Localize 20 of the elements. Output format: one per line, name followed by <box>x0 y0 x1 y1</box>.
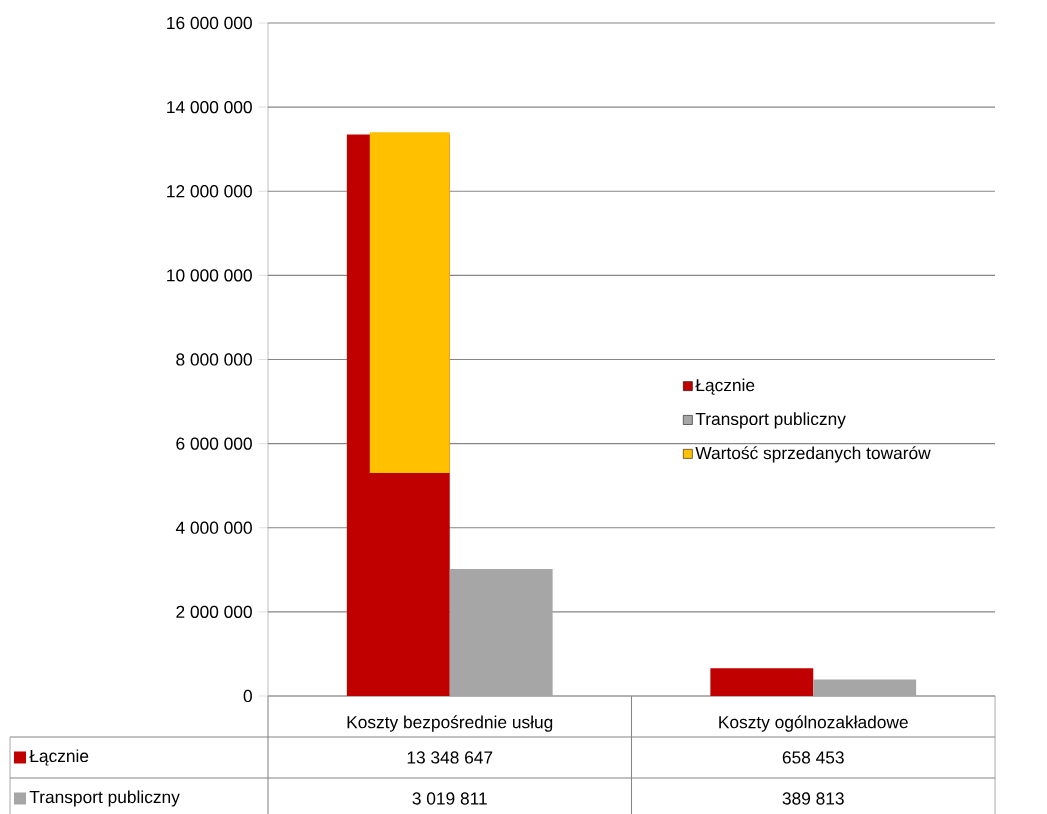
y-tick-label: 4 000 000 <box>175 521 252 534</box>
y-tick-label: 12 000 000 <box>167 185 252 198</box>
x-tick-label: Koszty ogólnozakładowe <box>719 715 908 732</box>
data-label: 658 453 <box>782 751 844 764</box>
y-tick-label: 2 000 000 <box>176 605 252 618</box>
legend-label: Łącznie <box>695 378 755 395</box>
legend-label: Wartość sprzedanych towarów <box>695 446 931 463</box>
data-label: 13 348 647 <box>407 751 493 764</box>
data-label: 389 813 <box>782 792 844 805</box>
y-tick-label: 6 000 000 <box>176 437 252 450</box>
y-tick-label: 10 000 000 <box>167 269 252 282</box>
y-tick-label: 0 <box>243 689 252 703</box>
y-tick-label: 8 000 000 <box>176 353 252 366</box>
y-tick-label: 16 000 000 <box>167 16 252 30</box>
data-label: 3 019 811 <box>412 792 487 805</box>
legend-label: Transport publiczny <box>695 412 846 429</box>
x-tick-label: Koszty bezpośrednie usług <box>347 715 553 732</box>
y-tick-label: 14 000 000 <box>167 100 252 114</box>
text: Transport publiczny <box>29 790 180 807</box>
text: Łącznie <box>29 749 89 766</box>
